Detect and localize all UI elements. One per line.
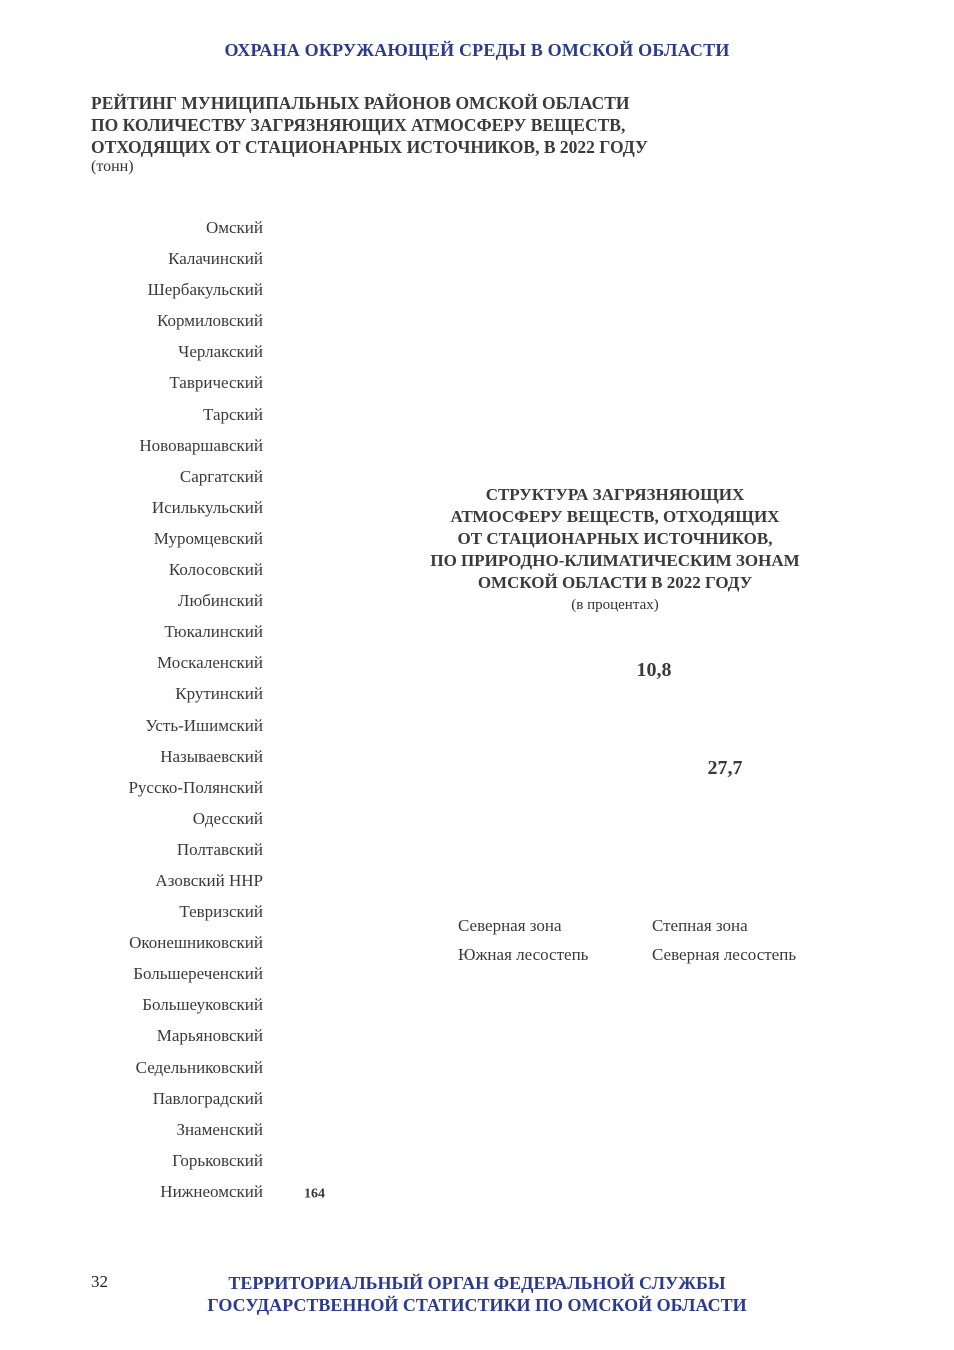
bar-chart-category-label: Тюкалинский bbox=[164, 622, 263, 642]
pie-chart-title-line-1: СТРУКТУРА ЗАГРЯЗНЯЮЩИХ bbox=[485, 485, 745, 504]
pie-chart-title-line-2: АТМОСФЕРУ ВЕЩЕСТВ, ОТХОДЯЩИХ bbox=[450, 507, 780, 526]
pie-chart-subtitle: (в процентах) bbox=[571, 597, 659, 613]
legend-entry: Южная лесостепь bbox=[458, 945, 589, 964]
bar-chart-category-label: Саргатский bbox=[179, 466, 263, 486]
bar-chart-category-label: Называевский bbox=[160, 746, 263, 766]
bar-chart-category-label: Горьковский bbox=[172, 1150, 263, 1170]
bar-chart-category-axis: Омский Калачинский Шербакульский Кормиловск… bbox=[40, 212, 263, 1207]
bar-chart-category-label: Большеуковский bbox=[142, 995, 263, 1015]
pie-chart-plot: 10,8 27,7 bbox=[637, 659, 743, 779]
bar-chart-category-label: Большереченский bbox=[133, 964, 263, 984]
pie-chart-title: СТРУКТУРА ЗАГРЯЗНЯЮЩИХ АТМОСФЕРУ ВЕЩЕСТВ… bbox=[395, 484, 835, 616]
bar-chart-category-label: Калачинский bbox=[168, 249, 263, 269]
bar-chart-title-line-1: РЕЙТИНГ МУНИЦИПАЛЬНЫХ РАЙОНОВ ОМСКОЙ ОБЛ… bbox=[91, 93, 630, 113]
legend-entry: Северная зона bbox=[458, 916, 562, 935]
bar-chart-category-label: Кормиловский bbox=[156, 311, 263, 331]
bar-chart-title-line-2: ПО КОЛИЧЕСТВУ ЗАГРЯЗНЯЮЩИХ АТМОСФЕРУ ВЕЩ… bbox=[91, 115, 626, 135]
footer-line-1: ТЕРРИТОРИАЛЬНЫЙ ОРГАН ФЕДЕРАЛЬНОЙ СЛУЖБЫ bbox=[228, 1273, 726, 1293]
bar-value-label: 164 bbox=[304, 1187, 325, 1202]
bar-chart-category-label: Тарский bbox=[202, 404, 263, 424]
bar-chart-category-label: Крутинский bbox=[175, 684, 263, 704]
bar-chart-category-label: Седельниковский bbox=[135, 1057, 263, 1077]
bar-chart-title: РЕЙТИНГ МУНИЦИПАЛЬНЫХ РАЙОНОВ ОМСКОЙ ОБЛ… bbox=[91, 92, 811, 176]
footer-line-2: ГОСУДАРСТВЕННОЙ СТАТИСТИКИ ПО ОМСКОЙ ОБЛ… bbox=[207, 1295, 747, 1315]
bar-chart-category-label: Русско-Полянский bbox=[128, 777, 263, 797]
legend-entry: Северная лесостепь bbox=[652, 945, 797, 964]
bar-chart-category-label: Знаменский bbox=[176, 1119, 263, 1139]
bar-chart-category-label: Колосовский bbox=[168, 560, 263, 580]
bar-chart-category-label: Полтавский bbox=[176, 839, 263, 859]
bar-chart-category-label: Муромцевский bbox=[153, 528, 263, 548]
bar-chart-category-label: Москаленский bbox=[157, 653, 263, 673]
bar-chart-category-label: Оконешниковский bbox=[129, 933, 263, 953]
bar-chart-plot: 164 bbox=[304, 1187, 325, 1202]
bar-chart-subtitle: (тонн) bbox=[91, 158, 134, 175]
page-number: 32 bbox=[91, 1272, 108, 1291]
legend-entry: Степная зона bbox=[652, 916, 748, 935]
bar-chart-category-label: Омский bbox=[205, 218, 263, 237]
page-footer: ТЕРРИТОРИАЛЬНЫЙ ОРГАН ФЕДЕРАЛЬНОЙ СЛУЖБЫ… bbox=[0, 1272, 954, 1316]
bar-chart-category-label: Марьяновский bbox=[156, 1026, 263, 1046]
page-header: ОХРАНА ОКРУЖАЮЩЕЙ СРЕДЫ В ОМСКОЙ ОБЛАСТИ bbox=[224, 40, 730, 60]
bar-chart-category-label: Шербакульский bbox=[147, 280, 263, 300]
bar-chart-category-label: Нижнеомский bbox=[160, 1181, 263, 1201]
bar-chart-category-label: Тевризский bbox=[179, 902, 263, 922]
bar-chart-category-label: Одесский bbox=[192, 808, 263, 828]
bar-chart-category-label: Усть-Ишимский bbox=[145, 715, 263, 735]
bar-chart-category-label: Павлоградский bbox=[152, 1088, 263, 1108]
bar-chart-category-label: Любинский bbox=[177, 591, 263, 611]
pie-chart-title-line-5: ОМСКОЙ ОБЛАСТИ В 2022 ГОДУ bbox=[477, 573, 753, 592]
bar-chart-category-label: Нововаршавский bbox=[139, 435, 263, 455]
bar-chart-category-label: Черлакский bbox=[178, 342, 263, 362]
pie-slice-label: 10,8 bbox=[637, 659, 672, 681]
bar-chart-title-line-3: ОТХОДЯЩИХ ОТ СТАЦИОНАРНЫХ ИСТОЧНИКОВ, В … bbox=[91, 137, 648, 157]
pie-slice-label: 27,7 bbox=[708, 757, 743, 779]
pie-chart-title-line-4: ПО ПРИРОДНО-КЛИМАТИЧЕСКИМ ЗОНАМ bbox=[430, 551, 800, 570]
bar-chart-category-label: Азовский ННР bbox=[155, 870, 263, 890]
pie-chart-title-line-3: ОТ СТАЦИОНАРНЫХ ИСТОЧНИКОВ, bbox=[457, 529, 773, 548]
bar-chart-category-label: Таврический bbox=[169, 373, 263, 393]
bar-chart-category-label: Исилькульский bbox=[151, 497, 263, 517]
